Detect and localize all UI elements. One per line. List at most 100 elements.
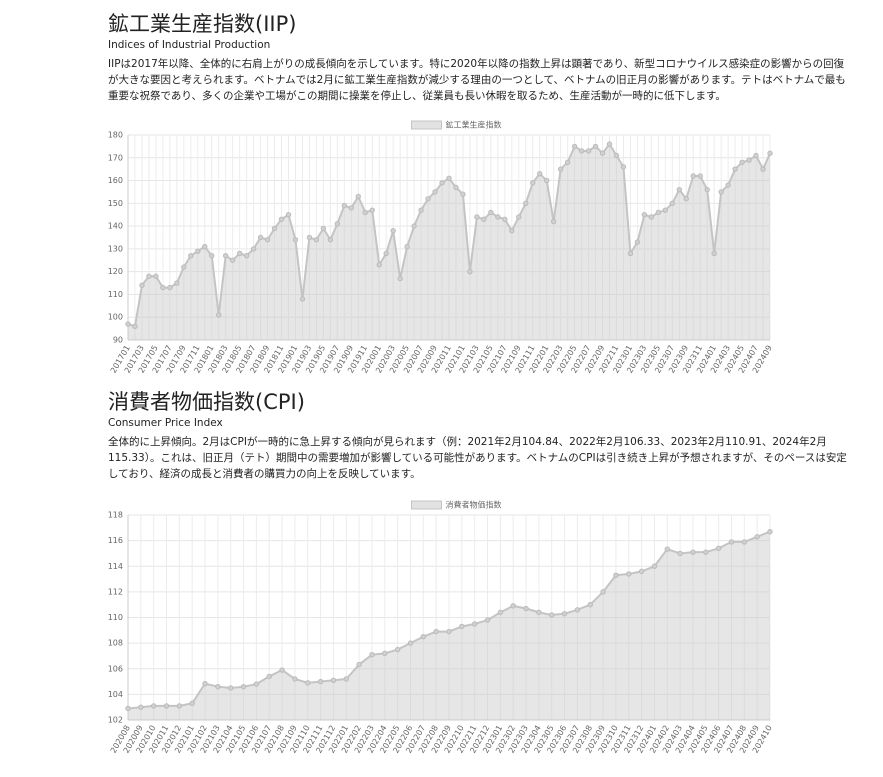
y-tick-label: 114 — [108, 562, 123, 571]
point — [266, 673, 272, 680]
point — [176, 703, 183, 709]
point — [202, 243, 208, 250]
point — [510, 603, 516, 609]
legend-label: 消費者物価指数 — [446, 500, 502, 510]
section-subtitle: Indices of Industrial Production — [108, 39, 271, 51]
point — [549, 612, 555, 618]
point — [746, 157, 752, 163]
area — [128, 144, 770, 340]
section-subtitle: Consumer Price Index — [108, 417, 223, 429]
point — [160, 284, 166, 291]
point — [474, 214, 480, 220]
point — [369, 651, 375, 658]
point — [433, 628, 439, 635]
point — [753, 152, 759, 159]
point — [138, 704, 144, 710]
y-tick-label: 120 — [108, 267, 123, 276]
point — [150, 703, 157, 709]
point — [167, 284, 173, 291]
point — [202, 680, 208, 687]
point — [317, 678, 324, 685]
point — [690, 173, 696, 179]
section-description: IIPは2017年以降、全体的に右肩上がりの成長傾向を示しています。特に2020… — [108, 58, 846, 102]
point — [132, 323, 138, 330]
point — [664, 546, 670, 552]
y-tick-label: 118 — [108, 511, 123, 520]
point — [327, 237, 334, 243]
point — [229, 257, 236, 263]
point — [669, 200, 676, 207]
point — [467, 268, 473, 275]
point — [703, 549, 709, 555]
point — [236, 250, 243, 257]
point — [278, 216, 285, 222]
point — [330, 677, 337, 683]
point — [222, 253, 229, 259]
y-tick-label: 110 — [108, 613, 123, 622]
section-description: 全体的に上昇傾向。2月はCPIが一時的に急上昇する傾向が見られます（例：2021… — [108, 436, 847, 480]
y-tick-label: 150 — [108, 199, 123, 208]
point — [348, 205, 355, 211]
point — [516, 214, 522, 220]
point — [341, 202, 348, 209]
section-title: 鉱工業生産指数(IIP) — [108, 12, 297, 36]
point — [125, 321, 131, 327]
point — [382, 650, 388, 657]
point — [420, 634, 427, 640]
point — [407, 640, 414, 646]
point — [460, 191, 466, 197]
point — [189, 700, 195, 707]
point — [725, 182, 731, 188]
y-tick-label: 112 — [108, 587, 123, 596]
point — [139, 282, 145, 289]
y-tick-label: 170 — [108, 153, 123, 162]
point — [655, 209, 662, 216]
point — [585, 148, 592, 154]
point — [320, 225, 327, 232]
point — [677, 550, 683, 557]
point — [564, 159, 571, 166]
point — [600, 589, 606, 595]
point — [279, 667, 285, 673]
point — [216, 312, 222, 318]
point — [651, 563, 658, 569]
point — [390, 227, 396, 234]
point — [481, 216, 487, 222]
y-tick-label: 180 — [108, 131, 123, 140]
point — [369, 207, 375, 213]
point — [592, 143, 599, 150]
point — [626, 571, 632, 577]
point — [181, 264, 187, 270]
point — [425, 196, 431, 202]
point — [697, 173, 703, 179]
point — [334, 221, 341, 227]
point — [502, 216, 508, 222]
legend-label: 鉱工業生産指数 — [446, 120, 502, 130]
point — [715, 545, 722, 552]
point — [543, 177, 550, 184]
point — [704, 186, 710, 193]
point — [471, 621, 478, 627]
y-tick-label: 102 — [108, 716, 123, 725]
point — [711, 250, 717, 257]
point — [613, 572, 619, 578]
point — [557, 166, 564, 172]
point — [641, 212, 648, 218]
point — [767, 528, 773, 535]
point — [313, 237, 320, 243]
point — [397, 275, 403, 282]
point — [536, 609, 542, 616]
point — [488, 209, 494, 216]
point — [432, 189, 438, 195]
point — [676, 186, 682, 193]
section-title: 消費者物価指数(CPI) — [108, 390, 305, 414]
point — [530, 180, 536, 186]
point — [718, 189, 724, 195]
y-tick-label: 130 — [108, 244, 123, 253]
point — [627, 250, 634, 257]
y-tick-label: 116 — [108, 536, 123, 545]
point — [599, 150, 606, 156]
point — [257, 234, 264, 241]
point — [292, 676, 298, 682]
